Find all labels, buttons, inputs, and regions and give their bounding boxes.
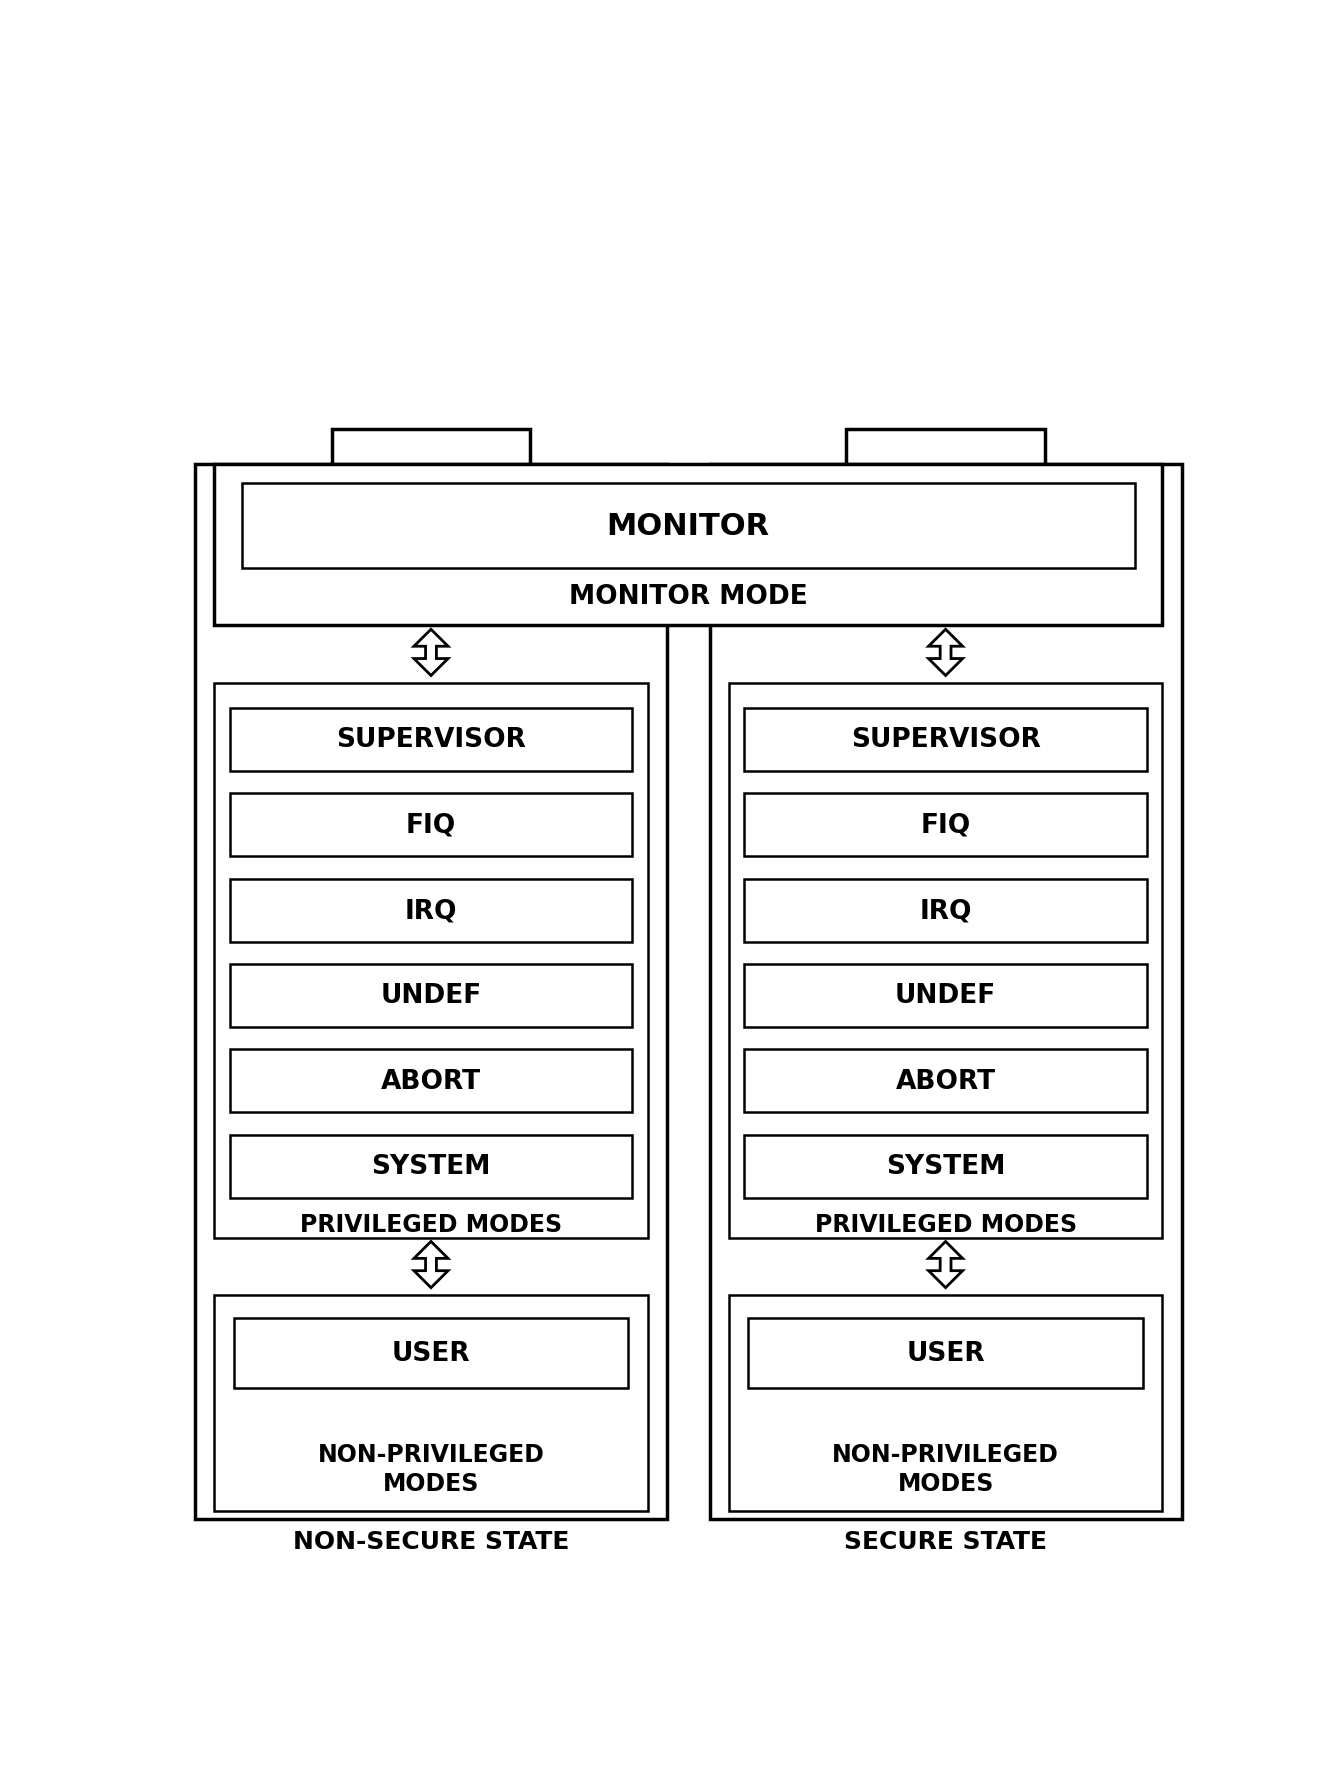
Bar	[744, 965, 1147, 1027]
Bar	[230, 965, 633, 1027]
Text: MONITOR: MONITOR	[607, 511, 770, 541]
Text: SUPERVISOR: SUPERVISOR	[850, 726, 1041, 753]
Polygon shape	[414, 1242, 449, 1289]
Bar	[242, 484, 1135, 568]
Bar	[230, 1050, 633, 1112]
Bar	[230, 1136, 633, 1198]
Bar	[729, 684, 1162, 1237]
Text: USER: USER	[392, 1340, 470, 1367]
Text: NON-SECURE STATE: NON-SECURE STATE	[293, 1529, 569, 1554]
Bar	[230, 708, 633, 771]
Bar	[744, 794, 1147, 856]
Polygon shape	[928, 1242, 963, 1289]
Text: SYSTEM: SYSTEM	[886, 1153, 1006, 1180]
Polygon shape	[414, 630, 449, 676]
Text: SYSTEM: SYSTEM	[371, 1153, 490, 1180]
Text: NON-PRIVILEGED
MODES: NON-PRIVILEGED MODES	[317, 1442, 544, 1495]
Text: SECURE STATE: SECURE STATE	[845, 1529, 1048, 1554]
Text: USER: USER	[907, 1340, 984, 1367]
Text: UNDEF: UNDEF	[894, 983, 997, 1009]
Bar	[230, 794, 633, 856]
Text: UNDEF: UNDEF	[380, 983, 482, 1009]
Text: ABORT: ABORT	[896, 1068, 995, 1095]
Bar	[744, 1136, 1147, 1198]
Bar	[234, 1319, 629, 1388]
Text: MONITOR MODE: MONITOR MODE	[569, 584, 807, 611]
Text: IRQ: IRQ	[920, 897, 972, 924]
Text: PRIVILEGED MODES: PRIVILEGED MODES	[299, 1212, 563, 1235]
Text: FIQ: FIQ	[920, 812, 971, 838]
Bar	[744, 1050, 1147, 1112]
Bar	[846, 429, 1045, 465]
Bar	[744, 879, 1147, 942]
Bar	[195, 465, 667, 1518]
Bar	[230, 879, 633, 942]
Text: ABORT: ABORT	[381, 1068, 481, 1095]
Text: FIQ: FIQ	[406, 812, 457, 838]
Bar	[332, 429, 530, 465]
Text: IRQ: IRQ	[404, 897, 457, 924]
Text: PRIVILEGED MODES: PRIVILEGED MODES	[814, 1212, 1077, 1235]
Bar	[215, 1296, 647, 1511]
Bar	[744, 708, 1147, 771]
Bar	[729, 1296, 1162, 1511]
Bar	[709, 465, 1182, 1518]
Bar	[748, 1319, 1143, 1388]
Bar	[215, 684, 647, 1237]
Text: NON-PRIVILEGED
MODES: NON-PRIVILEGED MODES	[833, 1442, 1060, 1495]
Polygon shape	[928, 630, 963, 676]
Bar	[215, 465, 1162, 627]
Text: SUPERVISOR: SUPERVISOR	[336, 726, 526, 753]
